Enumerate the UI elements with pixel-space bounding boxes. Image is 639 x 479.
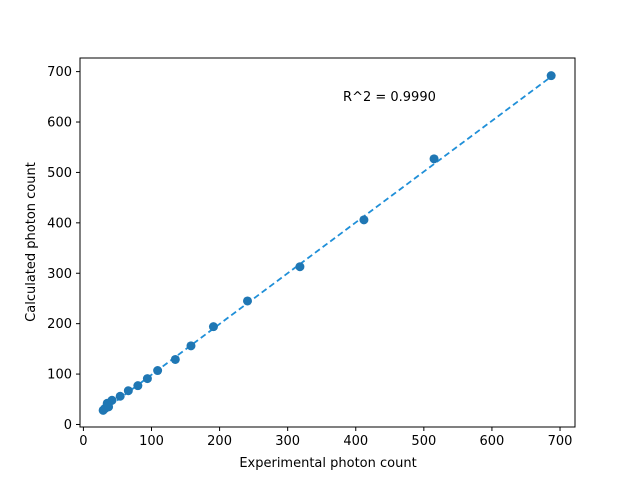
- r-squared-annotation: R^2 = 0.9990: [343, 90, 436, 105]
- y-tick-label: 300: [47, 267, 72, 282]
- x-tick-label: 400: [343, 434, 368, 449]
- data-point: [170, 354, 180, 364]
- y-tick-label: 0: [64, 418, 72, 433]
- x-tick-label: 100: [139, 434, 164, 449]
- data-point: [208, 322, 218, 332]
- data-point: [359, 215, 369, 225]
- plot-area: 0 100 200 300 400 500 600 700 0 100 200 300 400 500 60…: [47, 57, 576, 449]
- x-tick-label: 500: [411, 434, 436, 449]
- data-point: [546, 71, 556, 81]
- data-point: [186, 341, 196, 351]
- y-tick-label: 200: [47, 317, 72, 332]
- y-tick-label: 100: [47, 368, 72, 383]
- y-tick-label: 700: [47, 65, 72, 80]
- x-tick-label: 0: [79, 434, 87, 449]
- y-tick-label: 500: [47, 166, 72, 181]
- y-tick-label: 600: [47, 116, 72, 131]
- x-tick-label: 200: [207, 434, 232, 449]
- x-tick-label: 600: [480, 434, 505, 449]
- data-point: [133, 381, 143, 391]
- data-point: [153, 366, 163, 376]
- x-tick-label: 700: [548, 434, 573, 449]
- data-point: [123, 386, 133, 396]
- data-point: [142, 374, 152, 384]
- data-point: [295, 262, 305, 272]
- x-axis-label: Experimental photon count: [239, 456, 416, 471]
- y-axis-label: Calculated photon count: [24, 162, 39, 322]
- data-point: [242, 296, 252, 306]
- x-tick-label: 300: [275, 434, 300, 449]
- data-point: [429, 154, 439, 164]
- axes-frame: [79, 57, 576, 428]
- data-point: [115, 391, 125, 401]
- fit-line: [101, 75, 552, 413]
- data-point: [107, 395, 117, 405]
- y-tick-label: 400: [47, 216, 72, 231]
